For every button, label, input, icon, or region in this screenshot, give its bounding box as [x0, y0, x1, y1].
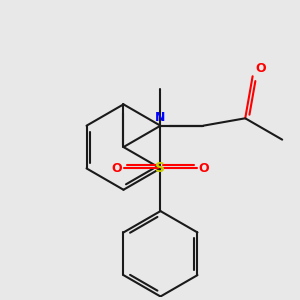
Text: O: O [112, 162, 122, 175]
Text: O: O [199, 162, 209, 175]
Text: O: O [256, 62, 266, 75]
Text: N: N [155, 111, 166, 124]
Text: S: S [155, 161, 166, 176]
